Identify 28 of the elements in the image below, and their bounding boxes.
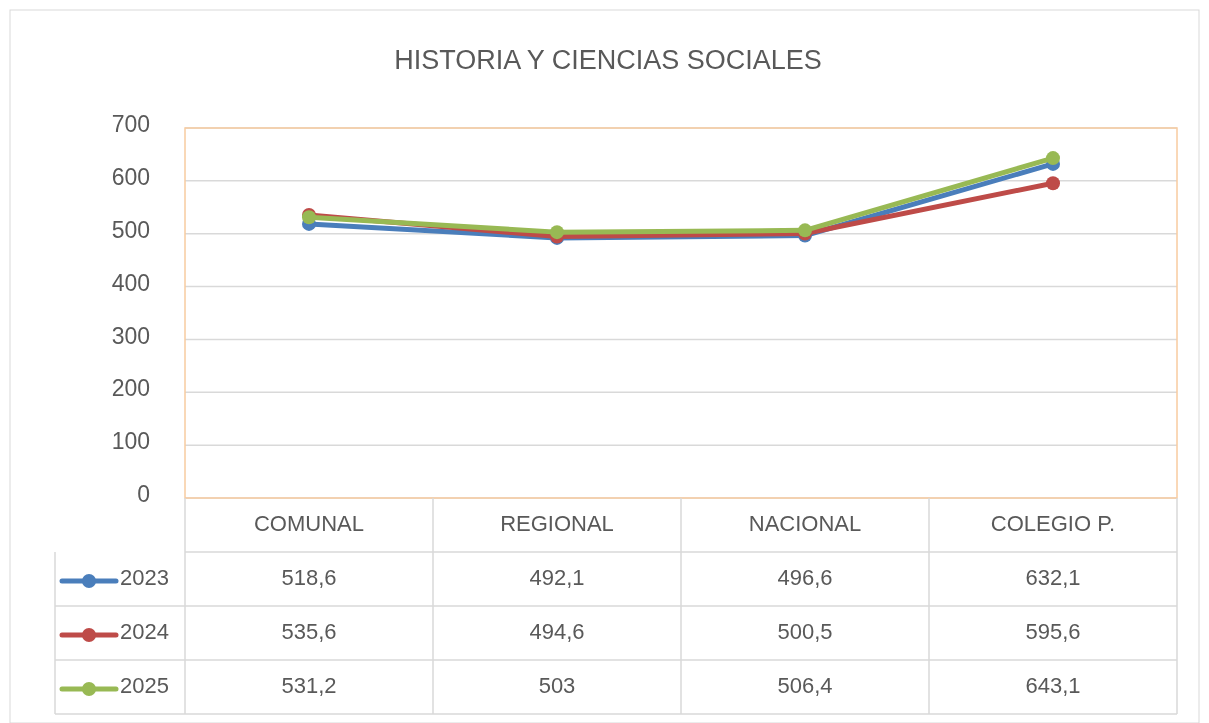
data-label: 494,6 — [529, 618, 585, 644]
data-label: 518,6 — [281, 564, 337, 590]
data-label: 632,1 — [1025, 564, 1081, 590]
data-label: 500,5 — [777, 618, 833, 644]
y-tick-label: 300 — [111, 322, 150, 349]
legend-label: 2025 — [120, 672, 169, 698]
x-tick-label: REGIONAL — [500, 510, 614, 536]
x-tick-label: COLEGIO P. — [990, 510, 1116, 536]
x-tick-label: NACIONAL — [748, 510, 862, 536]
y-tick-label: 700 — [111, 111, 150, 138]
data-label: 503 — [538, 672, 576, 698]
y-tick-label: 600 — [111, 163, 150, 190]
data-label: 643,1 — [1025, 672, 1081, 698]
x-tick-label: COMUNAL — [253, 510, 365, 536]
chart-title: HISTORIA Y CIENCIAS SOCIALES — [394, 45, 822, 75]
legend-label: 2024 — [120, 618, 169, 644]
y-tick-label: 400 — [111, 269, 150, 296]
data-label: 535,6 — [281, 618, 337, 644]
data-label: 492,1 — [529, 564, 585, 590]
legend-label: 2023 — [120, 564, 169, 590]
data-label: 595,6 — [1025, 618, 1081, 644]
data-label: 496,6 — [777, 564, 833, 590]
y-tick-label: 0 — [137, 481, 150, 508]
y-tick-label: 100 — [111, 428, 150, 455]
y-tick-label: 200 — [111, 375, 150, 402]
data-label: 506,4 — [777, 672, 833, 698]
data-label: 531,2 — [281, 672, 337, 698]
y-tick-label: 500 — [111, 216, 150, 243]
